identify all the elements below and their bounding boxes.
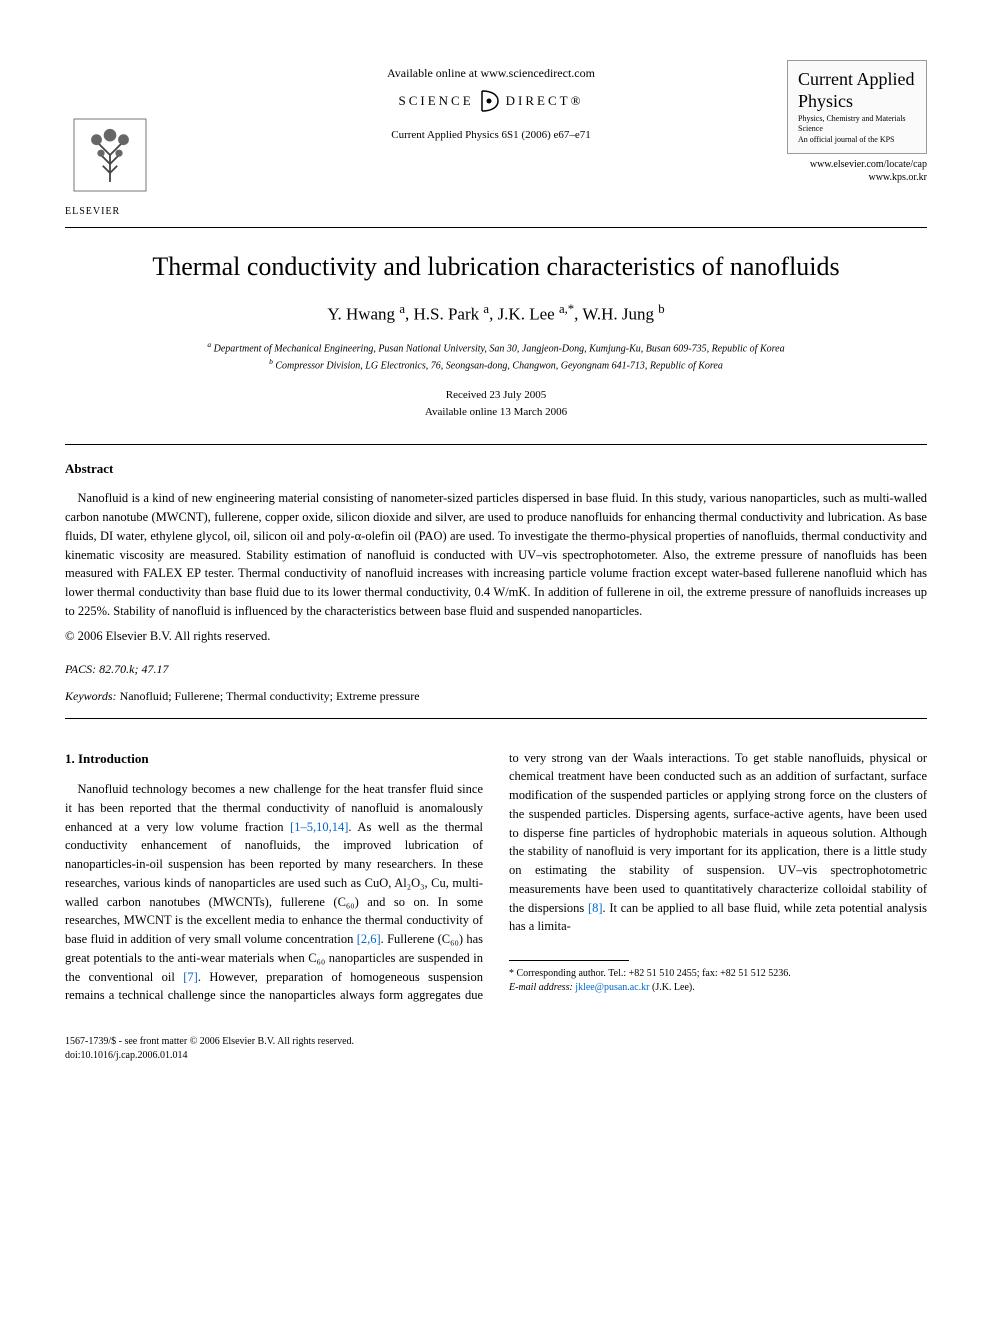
footer-doi: doi:10.1016/j.cap.2006.01.014 — [65, 1049, 927, 1063]
sd-text-right: DIRECT® — [506, 93, 584, 109]
journal-subtitle-2: An official journal of the KPS — [798, 135, 916, 145]
keywords-line: Keywords: Nanofluid; Fullerene; Thermal … — [65, 689, 927, 704]
affiliation-b-text: Compressor Division, LG Electronics, 76,… — [275, 360, 722, 371]
journal-link-elsevier[interactable]: www.elsevier.com/locate/cap — [787, 158, 927, 171]
reference-link-2[interactable]: [2,6] — [357, 932, 381, 946]
abstract-body: Nanofluid is a kind of new engineering m… — [65, 489, 927, 620]
footnote-corresponding: * Corresponding author. Tel.: +82 51 510… — [509, 967, 927, 981]
journal-title: Current Applied Physics — [798, 69, 916, 112]
journal-subtitle-1: Physics, Chemistry and Materials Science — [798, 114, 916, 133]
citation-text: Current Applied Physics 6S1 (2006) e67–e… — [195, 129, 787, 141]
journal-links: www.elsevier.com/locate/cap www.kps.or.k… — [787, 158, 927, 184]
header-center: Available online at www.sciencedirect.co… — [195, 60, 787, 149]
pre-body-divider — [65, 718, 927, 719]
elsevier-label: ELSEVIER — [65, 206, 195, 217]
keywords-label: Keywords: — [65, 689, 117, 703]
reference-link-3[interactable]: [7] — [183, 970, 198, 984]
elsevier-tree-logo — [65, 110, 155, 200]
pacs-line: PACS: 82.70.k; 47.17 — [65, 662, 927, 677]
keywords-value: Nanofluid; Fullerene; Thermal conductivi… — [120, 689, 420, 703]
affiliation-a: a Department of Mechanical Engineering, … — [65, 339, 927, 356]
introduction-heading: 1. Introduction — [65, 749, 483, 769]
abstract-heading: Abstract — [65, 461, 927, 477]
reference-link-1[interactable]: [1–5,10,14] — [290, 820, 348, 834]
intro-p2-a: small volume concentration — [214, 932, 357, 946]
header-divider — [65, 227, 927, 228]
affiliation-b: b Compressor Division, LG Electronics, 7… — [65, 356, 927, 373]
reference-link-4[interactable]: [8] — [588, 901, 603, 915]
received-date: Received 23 July 2005 — [65, 387, 927, 404]
footnote-email-author: (J.K. Lee). — [652, 982, 695, 993]
affiliations: a Department of Mechanical Engineering, … — [65, 339, 927, 374]
paper-title: Thermal conductivity and lubrication cha… — [65, 252, 927, 282]
journal-link-kps[interactable]: www.kps.or.kr — [787, 171, 927, 184]
available-online-text: Available online at www.sciencedirect.co… — [195, 66, 787, 81]
footnote-email-label: E-mail address: — [509, 982, 573, 993]
intro-p1-b: . As well as the thermal conductivity en… — [65, 820, 483, 947]
page-header: ELSEVIER Available online at www.science… — [65, 60, 927, 217]
paper-dates: Received 23 July 2005 Available online 1… — [65, 387, 927, 420]
corresponding-author-footnote: * Corresponding author. Tel.: +82 51 510… — [509, 967, 927, 995]
available-date: Available online 13 March 2006 — [65, 404, 927, 421]
pacs-label: PACS: — [65, 662, 96, 676]
footnote-divider — [509, 960, 629, 961]
footer-front-matter: 1567-1739/$ - see front matter © 2006 El… — [65, 1035, 927, 1049]
affiliation-a-text: Department of Mechanical Engineering, Pu… — [214, 343, 785, 354]
sd-text-left: SCIENCE — [399, 93, 474, 109]
pacs-value: 82.70.k; 47.17 — [99, 662, 168, 676]
pre-abstract-divider — [65, 444, 927, 445]
authors-line: Y. Hwang a, H.S. Park a, J.K. Lee a,*, W… — [65, 302, 927, 325]
copyright-line: © 2006 Elsevier B.V. All rights reserved… — [65, 629, 927, 644]
sciencedirect-d-icon — [478, 89, 502, 113]
publisher-logo-area: ELSEVIER — [65, 60, 195, 217]
body-text-columns: 1. Introduction Nanofluid technology bec… — [65, 749, 927, 1006]
sciencedirect-logo: SCIENCE DIRECT® — [195, 89, 787, 113]
header-right: Current Applied Physics Physics, Chemist… — [787, 60, 927, 184]
journal-title-box: Current Applied Physics Physics, Chemist… — [787, 60, 927, 154]
footnote-email-link[interactable]: jklee@pusan.ac.kr — [575, 982, 649, 993]
footnote-email-line: E-mail address: jklee@pusan.ac.kr (J.K. … — [509, 981, 927, 995]
page-footer: 1567-1739/$ - see front matter © 2006 El… — [65, 1035, 927, 1063]
